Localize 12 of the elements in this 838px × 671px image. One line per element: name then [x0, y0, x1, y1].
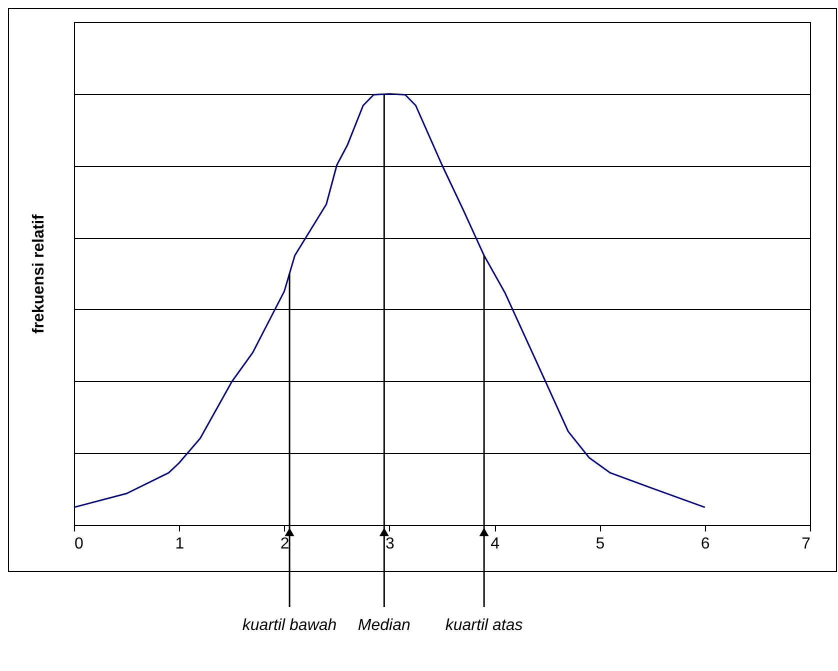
ref-line-label: kuartil atas — [445, 617, 523, 634]
ref-line-label: kuartil bawah — [242, 617, 337, 634]
ref-line-label: Median — [358, 617, 411, 634]
x-tick-label: 7 — [802, 536, 811, 552]
x-tick-label: 6 — [700, 536, 710, 552]
x-tick-label: 2 — [280, 536, 290, 552]
x-tick-label: 3 — [385, 536, 394, 552]
x-tick-label: 4 — [490, 536, 500, 552]
x-tick-label: 0 — [74, 536, 84, 552]
x-tick-label: 1 — [175, 536, 184, 552]
x-tick-label: 5 — [596, 536, 605, 552]
y-axis-title: frekuensi relatif — [30, 214, 48, 334]
